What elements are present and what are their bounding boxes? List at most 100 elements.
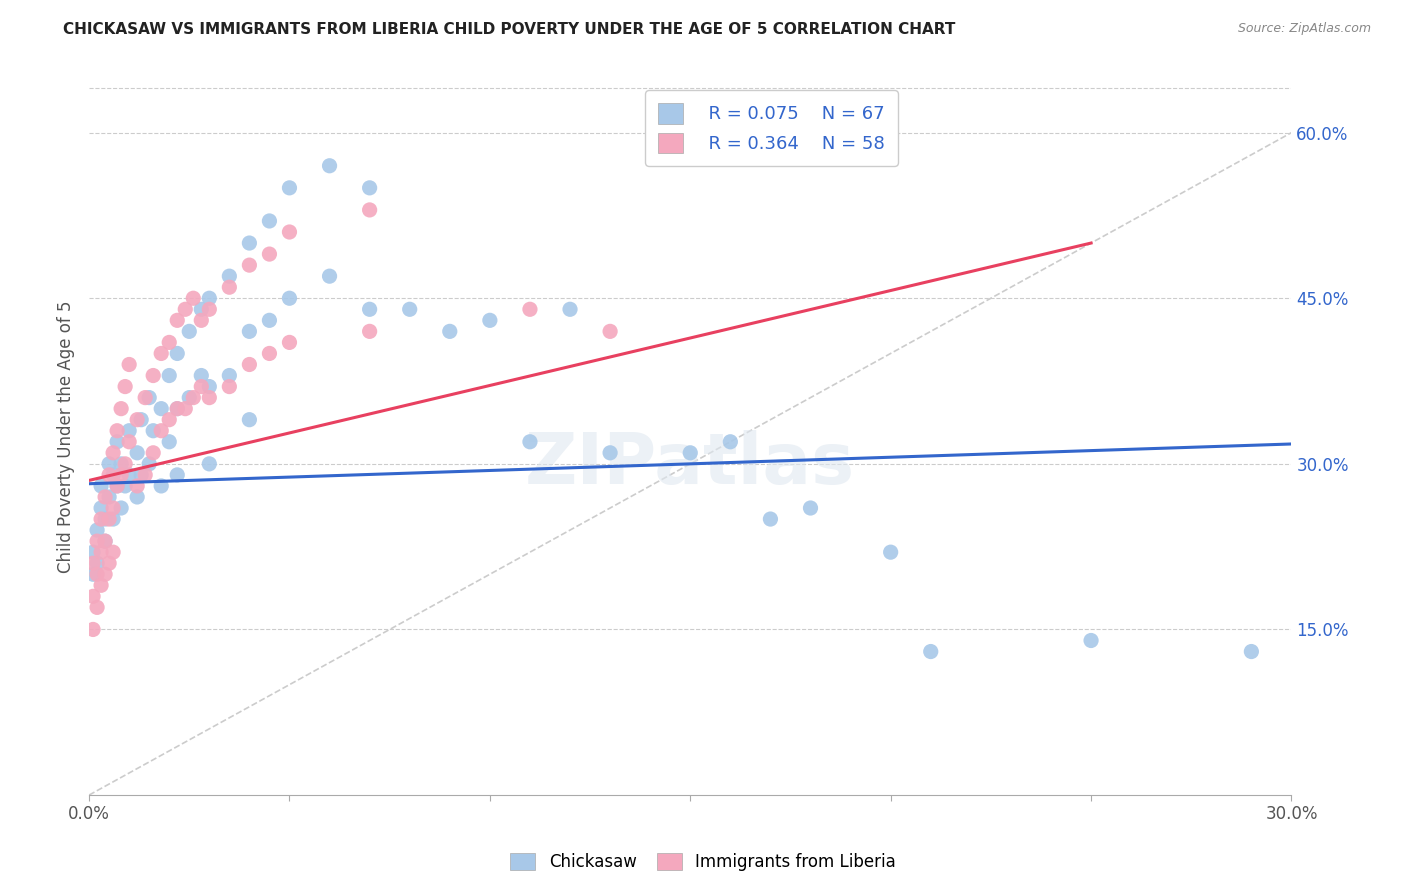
Point xyxy=(118,424,141,438)
Point xyxy=(142,368,165,383)
Point xyxy=(679,446,702,460)
Point xyxy=(90,578,112,592)
Point xyxy=(519,302,541,317)
Point xyxy=(359,181,381,195)
Point xyxy=(198,379,221,393)
Point xyxy=(166,346,188,360)
Point xyxy=(118,434,141,449)
Point xyxy=(190,302,212,317)
Point xyxy=(398,302,420,317)
Point xyxy=(218,269,240,284)
Point xyxy=(86,523,108,537)
Point xyxy=(519,434,541,449)
Point xyxy=(86,534,108,549)
Point xyxy=(86,567,108,582)
Point xyxy=(105,434,128,449)
Point xyxy=(150,346,173,360)
Point xyxy=(278,291,301,305)
Point xyxy=(759,512,782,526)
Point xyxy=(105,479,128,493)
Point xyxy=(142,424,165,438)
Point xyxy=(259,313,281,327)
Point xyxy=(278,181,301,195)
Point xyxy=(105,479,128,493)
Point xyxy=(166,313,188,327)
Point xyxy=(101,467,124,482)
Point xyxy=(238,413,260,427)
Point xyxy=(218,379,240,393)
Point xyxy=(127,490,149,504)
Point xyxy=(110,457,132,471)
Point xyxy=(278,335,301,350)
Point xyxy=(129,467,152,482)
Legend: Chickasaw, Immigrants from Liberia: Chickasaw, Immigrants from Liberia xyxy=(502,845,904,880)
Point xyxy=(114,379,136,393)
Point xyxy=(174,302,197,317)
Point xyxy=(98,467,121,482)
Point xyxy=(157,413,180,427)
Point xyxy=(218,280,240,294)
Point xyxy=(259,247,281,261)
Point xyxy=(157,368,180,383)
Point xyxy=(127,446,149,460)
Point xyxy=(218,368,240,383)
Point xyxy=(150,424,173,438)
Point xyxy=(138,391,160,405)
Point xyxy=(179,391,201,405)
Point xyxy=(94,490,117,504)
Point xyxy=(478,313,501,327)
Point xyxy=(166,467,188,482)
Point xyxy=(98,512,121,526)
Point xyxy=(105,424,128,438)
Point xyxy=(82,545,104,559)
Point xyxy=(238,258,260,272)
Point xyxy=(599,446,621,460)
Point xyxy=(198,291,221,305)
Point xyxy=(134,467,156,482)
Point xyxy=(94,534,117,549)
Point xyxy=(1240,644,1263,658)
Point xyxy=(439,324,461,338)
Point xyxy=(181,391,204,405)
Point xyxy=(101,512,124,526)
Point xyxy=(198,391,221,405)
Point xyxy=(110,501,132,516)
Point xyxy=(181,291,204,305)
Point xyxy=(1080,633,1102,648)
Point xyxy=(110,401,132,416)
Point xyxy=(86,600,108,615)
Point xyxy=(238,324,260,338)
Point xyxy=(190,379,212,393)
Point xyxy=(86,556,108,570)
Point xyxy=(129,413,152,427)
Point xyxy=(98,457,121,471)
Point xyxy=(98,490,121,504)
Point xyxy=(166,401,188,416)
Point xyxy=(359,324,381,338)
Point xyxy=(157,335,180,350)
Point xyxy=(190,368,212,383)
Point xyxy=(190,313,212,327)
Point xyxy=(101,545,124,559)
Point xyxy=(134,391,156,405)
Point xyxy=(198,457,221,471)
Point xyxy=(114,479,136,493)
Point xyxy=(110,467,132,482)
Point xyxy=(599,324,621,338)
Point xyxy=(359,202,381,217)
Point xyxy=(127,413,149,427)
Point xyxy=(150,479,173,493)
Point xyxy=(114,457,136,471)
Point xyxy=(799,501,821,516)
Point xyxy=(98,556,121,570)
Point xyxy=(90,501,112,516)
Point xyxy=(174,401,197,416)
Point xyxy=(238,235,260,250)
Point xyxy=(359,302,381,317)
Point xyxy=(238,358,260,372)
Point xyxy=(166,401,188,416)
Point xyxy=(259,346,281,360)
Point xyxy=(127,479,149,493)
Point xyxy=(101,501,124,516)
Point xyxy=(90,545,112,559)
